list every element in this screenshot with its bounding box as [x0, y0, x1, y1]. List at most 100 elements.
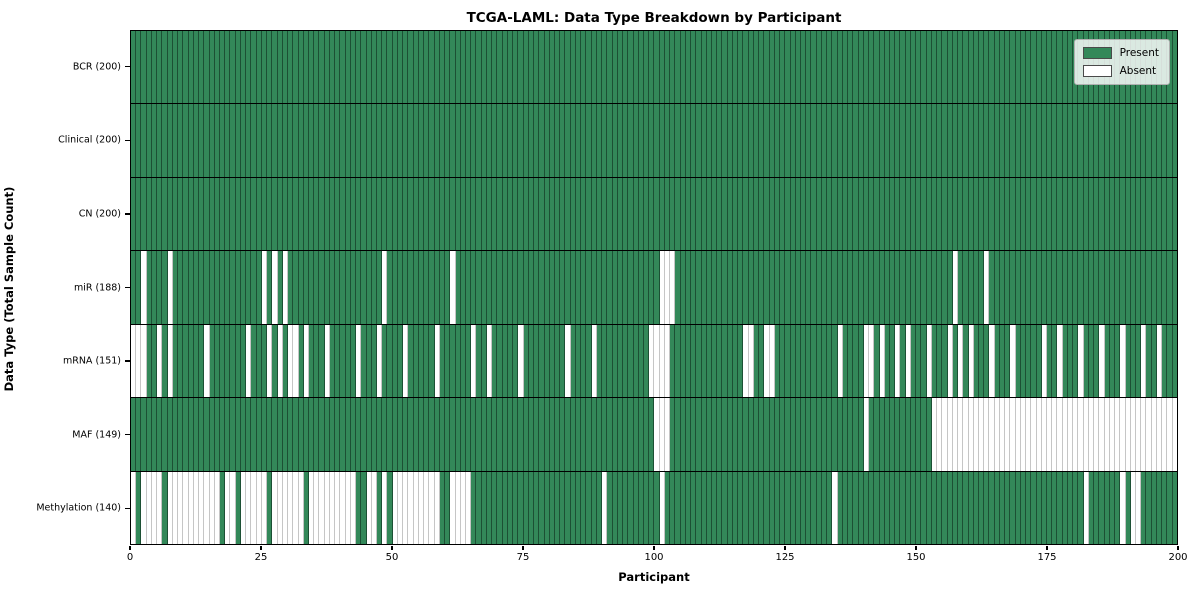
cell [738, 251, 744, 324]
cell [439, 177, 446, 251]
x-tick-label-75: 75 [516, 552, 530, 563]
cell [303, 398, 309, 471]
y-tick-mark [125, 507, 130, 509]
cell [596, 471, 603, 544]
cell [513, 104, 519, 177]
cell [701, 31, 707, 104]
cell [999, 471, 1006, 544]
cell [240, 471, 247, 544]
cell [277, 104, 283, 177]
cell [680, 398, 686, 471]
cell [392, 471, 398, 544]
cell [973, 398, 979, 471]
cell [984, 251, 990, 324]
cell [848, 177, 854, 251]
cell [691, 324, 697, 398]
cell [445, 398, 451, 471]
cell [560, 31, 566, 104]
cell [272, 104, 278, 177]
cell [1031, 324, 1037, 398]
cell [596, 324, 603, 398]
cell [801, 31, 807, 104]
cell [712, 177, 718, 251]
cell [978, 324, 985, 398]
cell [869, 471, 875, 544]
cell [534, 31, 540, 104]
cell [973, 177, 979, 251]
cell [633, 177, 639, 251]
cell [146, 104, 152, 177]
cell [853, 251, 859, 324]
cell [267, 104, 273, 177]
cell [513, 324, 519, 398]
cell [528, 398, 535, 471]
cell [486, 398, 493, 471]
cell [978, 31, 985, 104]
cell [413, 398, 419, 471]
cell [1146, 177, 1152, 251]
cell [795, 104, 801, 177]
cell [958, 104, 964, 177]
cell [654, 104, 660, 177]
cell [157, 177, 163, 251]
cell [837, 177, 843, 251]
cell [308, 251, 315, 324]
cell [146, 324, 152, 398]
cell [900, 324, 906, 398]
cell [785, 177, 791, 251]
cell [937, 324, 943, 398]
cell [209, 177, 215, 251]
cell [947, 324, 953, 398]
cell [1010, 104, 1016, 177]
cell [853, 324, 859, 398]
cell [633, 251, 639, 324]
cell [1088, 177, 1095, 251]
y-tick-label-miR: miR (188) [73, 282, 121, 293]
cell [806, 177, 812, 251]
cell [916, 31, 922, 104]
cell [570, 324, 576, 398]
cell [329, 471, 336, 544]
cell [649, 324, 655, 398]
cell [298, 31, 304, 104]
cell [183, 324, 189, 398]
cell [1162, 398, 1168, 471]
cell [827, 251, 833, 324]
cell [869, 251, 875, 324]
cell [282, 177, 289, 251]
cell [821, 31, 828, 104]
cell [633, 471, 639, 544]
cell [842, 324, 849, 398]
cell [460, 31, 466, 104]
cell [905, 471, 911, 544]
cell [476, 31, 482, 104]
cell [910, 324, 917, 398]
cell [1099, 104, 1105, 177]
cell [523, 31, 529, 104]
cell [1130, 177, 1136, 251]
cell [811, 31, 817, 104]
cell [905, 104, 911, 177]
plot-area: Present Absent [130, 30, 1178, 545]
cell [643, 471, 650, 544]
cell [528, 471, 535, 544]
cell [1083, 177, 1089, 251]
cell [188, 398, 194, 471]
cell [282, 104, 289, 177]
cell [1088, 324, 1095, 398]
cell [439, 398, 446, 471]
cell [277, 177, 283, 251]
cell [1130, 324, 1136, 398]
x-tick-mark [784, 546, 786, 550]
cell [1036, 104, 1042, 177]
cell [1162, 104, 1168, 177]
cell [131, 251, 137, 324]
cell [329, 324, 336, 398]
cell [1120, 324, 1126, 398]
cell [507, 177, 514, 251]
cell [722, 324, 728, 398]
cell [225, 177, 231, 251]
cell [314, 31, 320, 104]
cell [1062, 324, 1068, 398]
cell [748, 177, 754, 251]
